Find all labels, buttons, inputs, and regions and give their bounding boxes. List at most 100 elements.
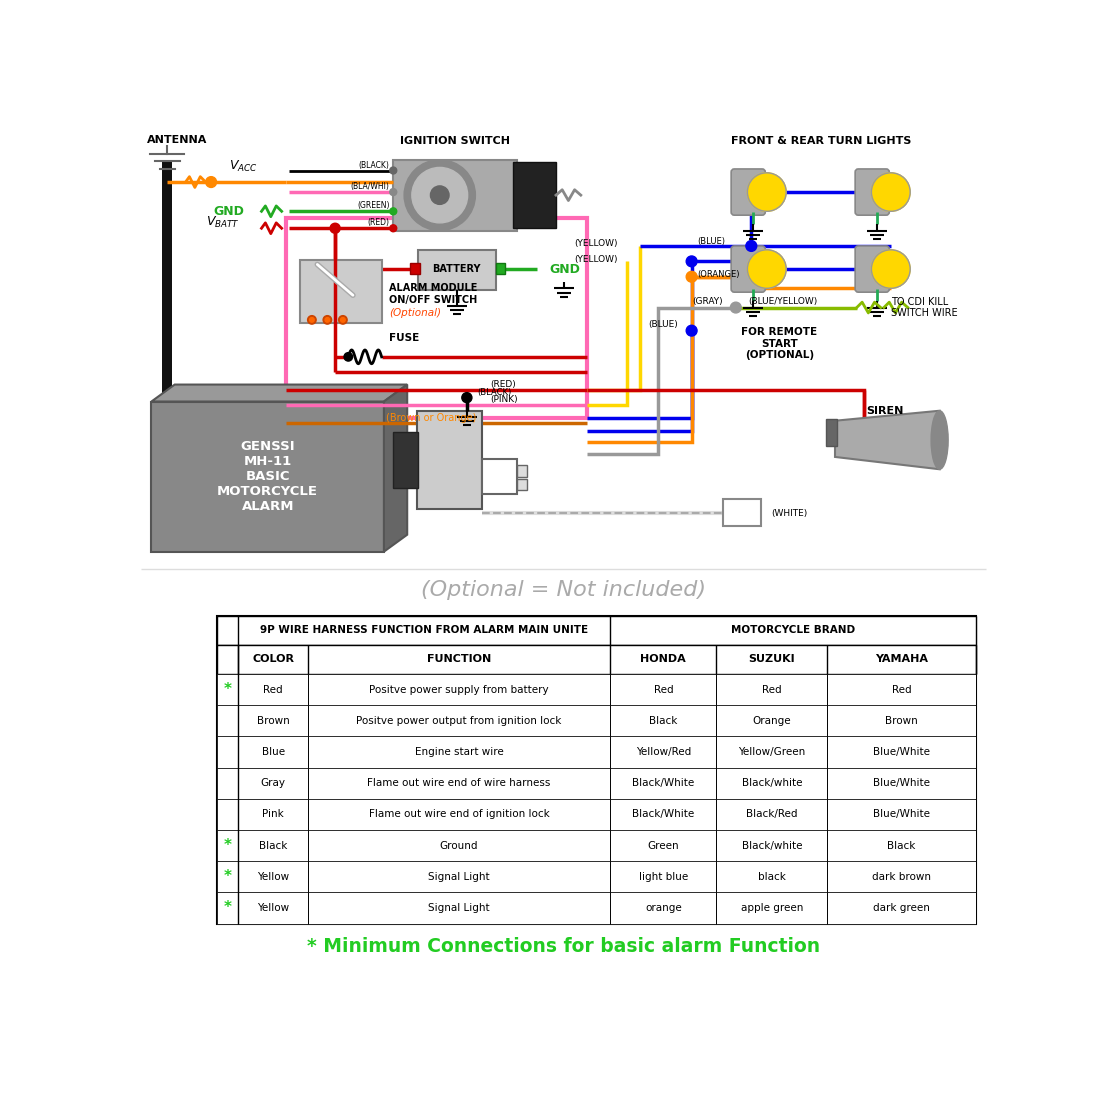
Text: GND: GND bbox=[550, 263, 581, 276]
Circle shape bbox=[747, 250, 786, 288]
Circle shape bbox=[389, 224, 397, 232]
Text: Positve power supply from battery: Positve power supply from battery bbox=[370, 684, 549, 695]
Text: Positve power output from ignition lock: Positve power output from ignition lock bbox=[356, 716, 562, 726]
FancyBboxPatch shape bbox=[723, 499, 761, 526]
FancyBboxPatch shape bbox=[394, 432, 418, 487]
FancyBboxPatch shape bbox=[217, 616, 976, 645]
FancyBboxPatch shape bbox=[394, 160, 517, 231]
Text: (BLUE/YELLOW): (BLUE/YELLOW) bbox=[748, 297, 817, 306]
Text: Brown: Brown bbox=[886, 716, 918, 726]
Text: (RED): (RED) bbox=[491, 381, 516, 389]
Text: Ground: Ground bbox=[440, 840, 478, 850]
Text: Blue/White: Blue/White bbox=[873, 747, 931, 757]
Text: Engine start wire: Engine start wire bbox=[415, 747, 504, 757]
FancyBboxPatch shape bbox=[483, 460, 517, 494]
Text: (BLUE): (BLUE) bbox=[649, 320, 679, 329]
Polygon shape bbox=[152, 385, 407, 402]
Text: Red: Red bbox=[762, 684, 782, 695]
Text: *: * bbox=[223, 869, 231, 884]
Circle shape bbox=[206, 177, 217, 187]
Text: Orange: Orange bbox=[752, 716, 791, 726]
Text: (Optional = Not included): (Optional = Not included) bbox=[421, 580, 706, 601]
FancyBboxPatch shape bbox=[495, 263, 505, 274]
Text: *: * bbox=[223, 682, 231, 697]
FancyBboxPatch shape bbox=[217, 616, 976, 924]
Ellipse shape bbox=[931, 410, 948, 470]
Text: (RED): (RED) bbox=[367, 219, 389, 228]
FancyBboxPatch shape bbox=[217, 645, 976, 674]
Text: Brown: Brown bbox=[256, 716, 289, 726]
Text: Red: Red bbox=[653, 684, 673, 695]
Polygon shape bbox=[835, 410, 939, 470]
Text: Black/white: Black/white bbox=[741, 778, 802, 789]
FancyBboxPatch shape bbox=[855, 169, 889, 216]
Text: (PINK): (PINK) bbox=[491, 396, 518, 405]
Text: FUNCTION: FUNCTION bbox=[427, 654, 492, 664]
Text: (BLACK): (BLACK) bbox=[477, 388, 512, 397]
Text: ON/OFF SWITCH: ON/OFF SWITCH bbox=[389, 295, 477, 305]
FancyBboxPatch shape bbox=[152, 402, 384, 552]
Text: GENSSI
MH-11
BASIC
MOTORCYCLE
ALARM: GENSSI MH-11 BASIC MOTORCYCLE ALARM bbox=[217, 440, 318, 514]
Circle shape bbox=[871, 173, 910, 211]
Text: Black: Black bbox=[258, 840, 287, 850]
Circle shape bbox=[411, 167, 467, 223]
Text: (Optional): (Optional) bbox=[389, 308, 441, 318]
Text: FUSE: FUSE bbox=[389, 333, 419, 343]
Circle shape bbox=[341, 318, 345, 322]
Circle shape bbox=[686, 256, 697, 267]
Text: SUZUKI: SUZUKI bbox=[748, 654, 795, 664]
Circle shape bbox=[330, 223, 340, 233]
Text: light blue: light blue bbox=[639, 872, 688, 882]
Text: 9P WIRE HARNESS FUNCTION FROM ALARM MAIN UNITE: 9P WIRE HARNESS FUNCTION FROM ALARM MAIN… bbox=[261, 625, 588, 635]
Text: FOR REMOTE
START
(OPTIONAL): FOR REMOTE START (OPTIONAL) bbox=[741, 327, 817, 361]
Text: Black/White: Black/White bbox=[632, 810, 694, 820]
Text: Blue/White: Blue/White bbox=[873, 778, 931, 789]
Text: Black: Black bbox=[888, 840, 916, 850]
Text: HONDA: HONDA bbox=[640, 654, 686, 664]
Text: Yellow/Red: Yellow/Red bbox=[636, 747, 691, 757]
Text: Yellow: Yellow bbox=[257, 903, 289, 913]
Circle shape bbox=[308, 316, 316, 324]
Text: Red: Red bbox=[263, 684, 283, 695]
Circle shape bbox=[686, 272, 697, 283]
Text: (YELLOW): (YELLOW) bbox=[574, 254, 618, 264]
FancyBboxPatch shape bbox=[217, 705, 976, 737]
Text: Green: Green bbox=[648, 840, 679, 850]
Text: Flame out wire end of ignition lock: Flame out wire end of ignition lock bbox=[368, 810, 550, 820]
Text: Red: Red bbox=[892, 684, 912, 695]
FancyBboxPatch shape bbox=[410, 263, 419, 274]
FancyBboxPatch shape bbox=[514, 162, 556, 229]
FancyBboxPatch shape bbox=[217, 892, 976, 924]
Text: *: * bbox=[223, 838, 231, 854]
Text: (GRAY): (GRAY) bbox=[692, 297, 723, 306]
Circle shape bbox=[389, 188, 397, 196]
Circle shape bbox=[389, 167, 397, 174]
Text: dark brown: dark brown bbox=[872, 872, 931, 882]
FancyBboxPatch shape bbox=[517, 478, 527, 491]
Circle shape bbox=[747, 173, 786, 211]
Text: $V_{ACC}$: $V_{ACC}$ bbox=[229, 160, 257, 174]
Text: (WHITE): (WHITE) bbox=[771, 508, 807, 518]
Text: Gray: Gray bbox=[261, 778, 286, 789]
FancyBboxPatch shape bbox=[217, 830, 976, 861]
FancyBboxPatch shape bbox=[855, 246, 889, 293]
Text: (BLA/WHI): (BLA/WHI) bbox=[351, 183, 389, 191]
Text: Blue: Blue bbox=[262, 747, 285, 757]
Text: MOTORCYCLE BRAND: MOTORCYCLE BRAND bbox=[732, 625, 855, 635]
Text: (YELLOW): (YELLOW) bbox=[574, 239, 618, 249]
Text: Signal Light: Signal Light bbox=[428, 872, 490, 882]
FancyBboxPatch shape bbox=[732, 169, 766, 216]
FancyBboxPatch shape bbox=[217, 768, 976, 799]
Text: Flame out wire end of wire harness: Flame out wire end of wire harness bbox=[367, 778, 551, 789]
Circle shape bbox=[730, 302, 741, 312]
Polygon shape bbox=[384, 385, 407, 552]
Text: apple green: apple green bbox=[740, 903, 803, 913]
Text: (ORANGE): (ORANGE) bbox=[697, 270, 739, 279]
FancyBboxPatch shape bbox=[217, 799, 976, 830]
Text: BATTERY: BATTERY bbox=[432, 264, 481, 274]
FancyBboxPatch shape bbox=[826, 419, 837, 447]
FancyBboxPatch shape bbox=[517, 465, 527, 477]
FancyBboxPatch shape bbox=[217, 861, 976, 892]
FancyBboxPatch shape bbox=[217, 737, 976, 768]
Circle shape bbox=[344, 353, 353, 361]
